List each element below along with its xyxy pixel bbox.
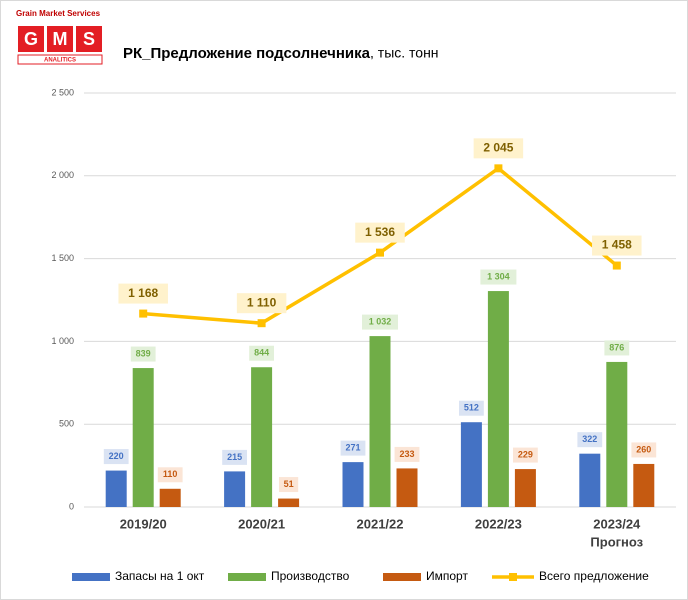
data-label-bg — [236, 293, 287, 314]
data-label-bg — [340, 440, 366, 456]
x-tick-sublabel: Прогноз — [590, 534, 643, 549]
x-tick-label: 2020/21 — [238, 516, 285, 531]
data-label-bg — [279, 477, 299, 493]
data-label-bg — [592, 235, 642, 256]
bar — [224, 471, 246, 507]
bar — [278, 498, 300, 507]
data-label-bg — [459, 400, 484, 416]
data-label: 229 — [518, 449, 533, 459]
y-tick-label: 500 — [59, 419, 74, 429]
bar — [633, 463, 655, 507]
logo-letter: M — [53, 29, 68, 49]
legend-swatch — [72, 573, 110, 581]
data-label-bg — [577, 432, 603, 448]
logo-letter: G — [24, 29, 38, 49]
legend-swatch — [383, 573, 421, 581]
bar — [606, 361, 628, 507]
line-marker — [257, 319, 266, 328]
data-label: 512 — [464, 403, 479, 413]
bar — [105, 470, 127, 507]
bar — [579, 453, 601, 507]
data-label: 220 — [109, 451, 124, 461]
bar — [342, 462, 364, 507]
bar — [487, 291, 509, 507]
chart-title-suffix: , тыс. тонн — [370, 45, 439, 61]
x-tick-label: 2022/23 — [475, 516, 522, 531]
data-label: 51 — [284, 479, 294, 489]
logo-box — [76, 26, 102, 52]
x-tick-label: 2023/24 — [593, 516, 641, 531]
data-label: 1 458 — [602, 238, 632, 252]
x-tick-label: 2019/20 — [120, 516, 167, 531]
data-label: 271 — [345, 442, 360, 452]
data-label-bg — [249, 345, 274, 361]
data-label: 260 — [636, 444, 651, 454]
y-tick-label: 1 500 — [51, 253, 74, 263]
data-label: 876 — [609, 342, 624, 352]
bar — [251, 367, 273, 507]
data-label: 233 — [399, 449, 414, 459]
legend-label: Всего предложение — [539, 569, 649, 583]
data-label-bg — [355, 222, 405, 243]
y-tick-label: 0 — [69, 501, 74, 511]
line-marker — [376, 248, 384, 257]
logo-box — [18, 26, 44, 52]
data-label-bg — [157, 467, 183, 483]
data-label: 1 032 — [369, 316, 392, 326]
data-label: 844 — [254, 348, 269, 358]
line-marker — [494, 164, 503, 173]
y-tick-label: 1 000 — [51, 336, 74, 346]
bar — [369, 336, 391, 507]
bar — [396, 468, 418, 507]
logo-band — [17, 54, 103, 65]
data-label: 1 168 — [128, 286, 158, 300]
data-label: 1 536 — [365, 225, 395, 239]
data-label-bg — [222, 449, 247, 465]
data-label-bg — [513, 447, 538, 463]
data-label: 322 — [582, 434, 597, 444]
legend-label: Импорт — [426, 569, 468, 583]
bar — [159, 488, 181, 507]
legend-swatch — [509, 573, 517, 581]
data-label: 1 110 — [247, 295, 277, 309]
line-marker — [139, 309, 148, 318]
data-label: 1 304 — [487, 271, 510, 281]
data-label: 2 045 — [483, 141, 513, 155]
line-marker — [612, 261, 621, 270]
y-tick-label: 2 500 — [51, 87, 74, 97]
logo-box — [47, 26, 73, 52]
legend-label: Запасы на 1 окт — [115, 569, 205, 583]
data-label-bg — [604, 340, 630, 356]
logo-tagline: ANALITICS — [44, 58, 76, 64]
data-label-bg — [394, 446, 420, 462]
data-label-bg — [480, 269, 517, 285]
data-label-bg — [473, 138, 524, 159]
data-label-bg — [130, 346, 156, 362]
x-tick-label: 2021/22 — [357, 516, 404, 531]
logo-caption: Grain Market Services — [16, 9, 101, 18]
data-label-bg — [103, 449, 129, 465]
data-label-bg — [118, 283, 168, 304]
data-label-bg — [362, 314, 398, 330]
data-label: 110 — [163, 469, 178, 479]
legend-label: Производство — [271, 569, 350, 583]
bar — [132, 368, 154, 507]
bar — [514, 469, 536, 507]
legend-swatch — [228, 573, 266, 581]
data-label: 215 — [227, 452, 242, 462]
y-tick-label: 2 000 — [51, 170, 74, 180]
chart-title: РК_Предложение подсолнечника — [123, 45, 371, 62]
data-label: 839 — [136, 348, 151, 358]
bar — [460, 422, 482, 507]
logo-letter: S — [83, 29, 95, 49]
data-label-bg — [631, 442, 657, 458]
